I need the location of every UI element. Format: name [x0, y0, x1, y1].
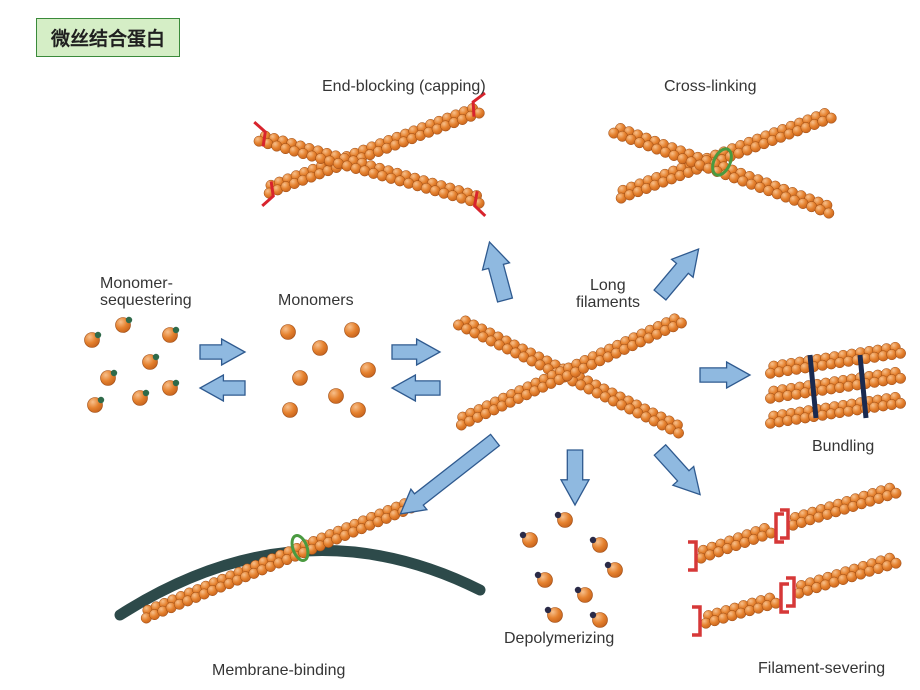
monomers-group [281, 323, 376, 418]
diagram-svg [0, 0, 920, 690]
label-longfil-l1: Long [590, 277, 626, 295]
crosslinking-group [609, 108, 837, 218]
label-longfil-l2: filaments [576, 294, 640, 312]
label-bundling: Bundling [812, 438, 874, 456]
arrows [200, 242, 750, 514]
label-endblocking: End-blocking (capping) [322, 78, 486, 96]
label-crosslinking: Cross-linking [664, 78, 756, 96]
label-monomerseq-l1: Monomer- [100, 275, 173, 293]
endblocking-group [254, 93, 485, 216]
label-monomerseq-l2: sequestering [100, 292, 192, 310]
membrane-binding [120, 499, 480, 624]
long-filaments [453, 314, 686, 439]
label-monomers: Monomers [278, 292, 354, 310]
monomer-sequestering [85, 317, 180, 413]
label-membrane: Membrane-binding [212, 662, 345, 680]
depolymerizing-group [520, 512, 623, 628]
bundling-group [765, 342, 905, 428]
severing-group [688, 483, 901, 635]
label-severing: Filament-severing [758, 660, 885, 678]
label-depoly: Depolymerizing [504, 630, 614, 648]
